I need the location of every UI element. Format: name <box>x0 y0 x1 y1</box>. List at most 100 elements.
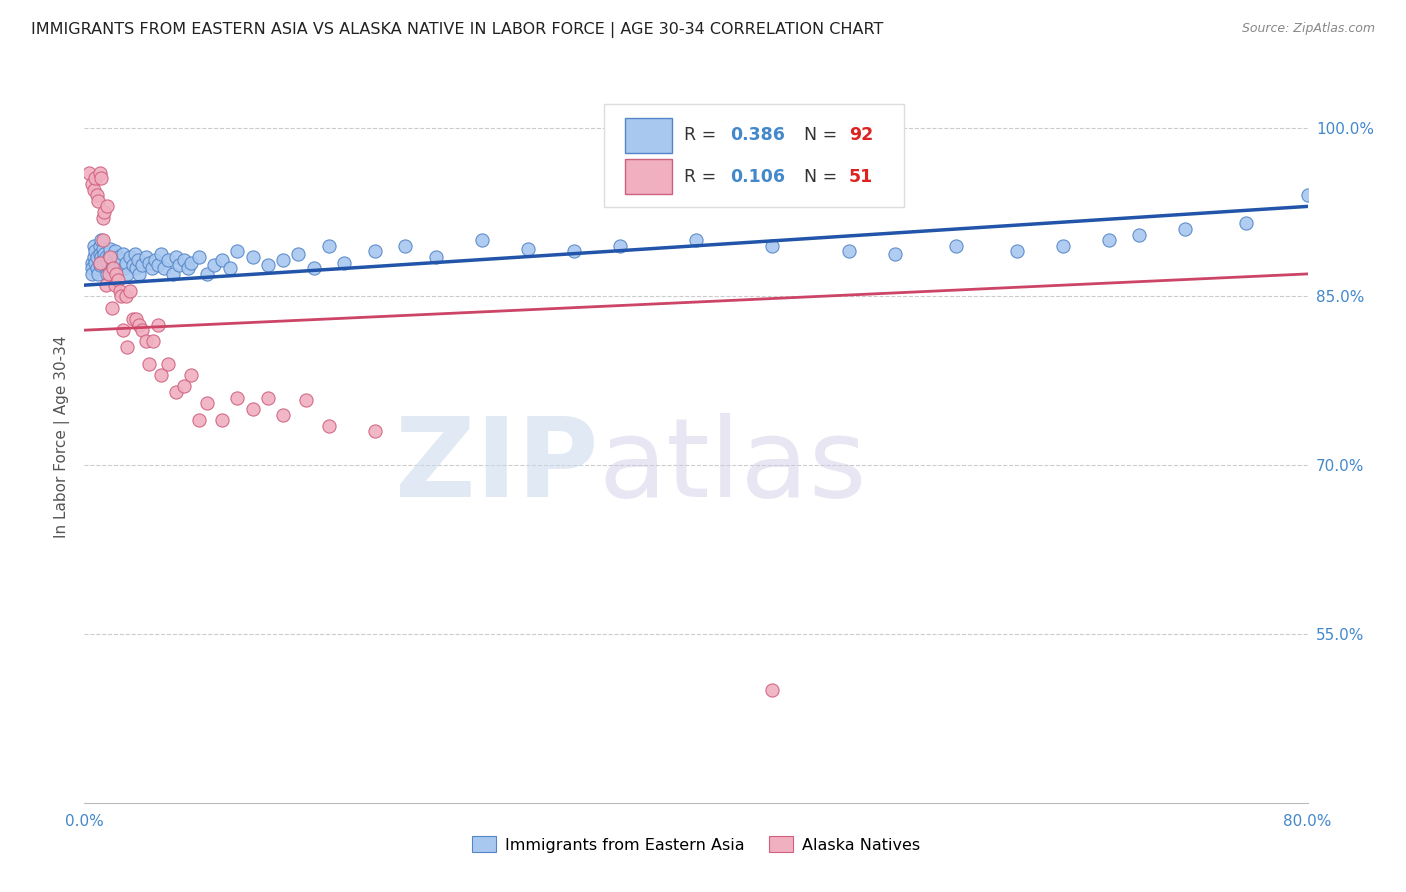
Point <box>80 255 103 269</box>
Point <box>89 166 111 180</box>
Point <box>101 255 124 269</box>
Point <box>333 255 356 269</box>
Point <box>89 255 111 269</box>
Point <box>131 323 153 337</box>
Point <box>80 267 103 281</box>
Point <box>103 261 125 276</box>
Point <box>125 261 148 276</box>
Point <box>83 250 105 264</box>
Point <box>128 267 150 281</box>
Point <box>89 246 111 260</box>
Point <box>96 199 118 213</box>
Point <box>97 261 120 276</box>
Point <box>111 323 134 337</box>
Point <box>110 253 132 268</box>
Point <box>318 239 340 253</box>
Point <box>135 334 157 349</box>
Point <box>257 258 280 272</box>
Point <box>838 244 860 259</box>
Point <box>167 258 190 272</box>
Point <box>115 340 138 354</box>
Point <box>271 253 294 268</box>
Point <box>138 255 160 269</box>
Point <box>188 413 211 427</box>
Point <box>1296 188 1319 202</box>
Point <box>149 368 172 383</box>
Point <box>86 250 108 264</box>
Point <box>104 278 127 293</box>
Point <box>135 250 157 264</box>
Point <box>157 253 180 268</box>
Point <box>98 250 121 264</box>
Point <box>84 255 107 269</box>
Point <box>84 244 107 259</box>
Point <box>562 244 585 259</box>
Point <box>115 267 138 281</box>
Y-axis label: In Labor Force | Age 30-34: In Labor Force | Age 30-34 <box>55 335 70 539</box>
Point <box>1005 244 1028 259</box>
Point <box>83 182 105 196</box>
Point <box>108 284 131 298</box>
Point <box>1052 239 1074 253</box>
Point <box>110 289 132 303</box>
Point <box>173 379 195 393</box>
Point <box>128 318 150 332</box>
Point <box>97 267 120 281</box>
Point <box>97 250 120 264</box>
Point <box>101 267 124 281</box>
Text: 92: 92 <box>849 126 873 144</box>
Point <box>218 261 240 276</box>
Point <box>271 408 294 422</box>
Point <box>93 205 115 219</box>
Bar <box>626 159 672 194</box>
Point <box>1174 222 1197 236</box>
Point <box>84 171 107 186</box>
Text: atlas: atlas <box>598 413 866 520</box>
Text: N =: N = <box>804 168 842 186</box>
Point <box>364 425 387 439</box>
Point <box>138 357 160 371</box>
Point <box>83 239 105 253</box>
Point <box>111 246 134 260</box>
Point <box>142 334 165 349</box>
Text: R =: R = <box>683 126 721 144</box>
Text: IMMIGRANTS FROM EASTERN ASIA VS ALASKA NATIVE IN LABOR FORCE | AGE 30-34 CORRELA: IMMIGRANTS FROM EASTERN ASIA VS ALASKA N… <box>31 22 883 38</box>
Point <box>394 239 416 253</box>
Point <box>173 253 195 268</box>
Point <box>94 250 117 264</box>
Point <box>122 312 145 326</box>
Point <box>295 392 318 407</box>
Point <box>945 239 967 253</box>
Point <box>93 246 115 260</box>
Point <box>257 391 280 405</box>
Point <box>471 233 494 247</box>
Point <box>188 250 211 264</box>
Point <box>146 318 169 332</box>
Point <box>105 267 128 281</box>
Text: ZIP: ZIP <box>395 413 598 520</box>
Point <box>93 258 115 272</box>
Point <box>91 211 114 225</box>
Point <box>180 368 202 383</box>
Point <box>318 418 340 433</box>
Point <box>131 258 153 272</box>
Point <box>162 267 184 281</box>
Point <box>112 261 135 276</box>
Legend: Immigrants from Eastern Asia, Alaska Natives: Immigrants from Eastern Asia, Alaska Nat… <box>464 828 928 861</box>
Point <box>287 246 309 260</box>
Point <box>91 242 114 256</box>
Text: R =: R = <box>683 168 721 186</box>
FancyBboxPatch shape <box>605 104 904 207</box>
Point <box>89 258 111 272</box>
Point <box>107 265 129 279</box>
Point <box>180 255 202 269</box>
Point <box>761 683 783 698</box>
Point <box>425 250 447 264</box>
Text: 0.106: 0.106 <box>730 168 785 186</box>
Point <box>149 246 172 260</box>
Point <box>226 244 249 259</box>
Point <box>883 246 905 260</box>
Point <box>125 312 148 326</box>
Point <box>153 261 176 276</box>
Point <box>105 255 128 269</box>
